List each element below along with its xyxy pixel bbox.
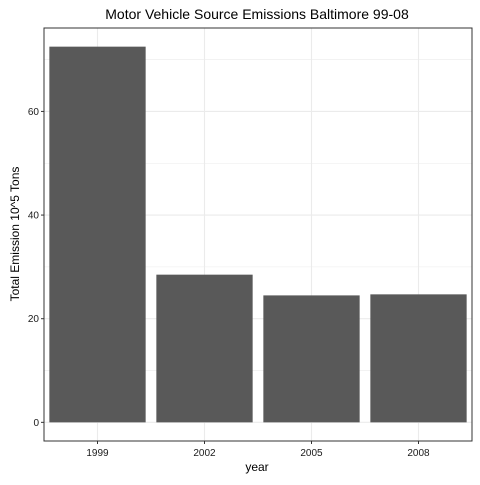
- x-tick-label: 2008: [407, 448, 430, 459]
- y-axis-label: Total Emission 10^5 Tons: [8, 167, 22, 302]
- bar-2005: [263, 295, 360, 423]
- x-axis: 1999 2002 2005 2008: [86, 441, 430, 459]
- bar-1999: [49, 46, 146, 423]
- y-tick-label: 60: [28, 107, 40, 118]
- y-tick-label: 0: [33, 418, 39, 429]
- chart-title: Motor Vehicle Source Emissions Baltimore…: [105, 6, 409, 22]
- bar-2002: [156, 274, 253, 423]
- bars-group: [49, 46, 467, 423]
- x-tick-label: 2005: [300, 448, 323, 459]
- y-tick-label: 20: [28, 314, 40, 325]
- x-tick-label: 2002: [193, 448, 216, 459]
- x-axis-label: year: [245, 460, 268, 474]
- panel-border: [43, 27, 473, 442]
- bar-2008: [370, 294, 467, 423]
- y-axis: 0 20 40 60: [28, 107, 44, 429]
- y-tick-label: 40: [28, 211, 40, 222]
- x-tick-label: 1999: [86, 448, 109, 459]
